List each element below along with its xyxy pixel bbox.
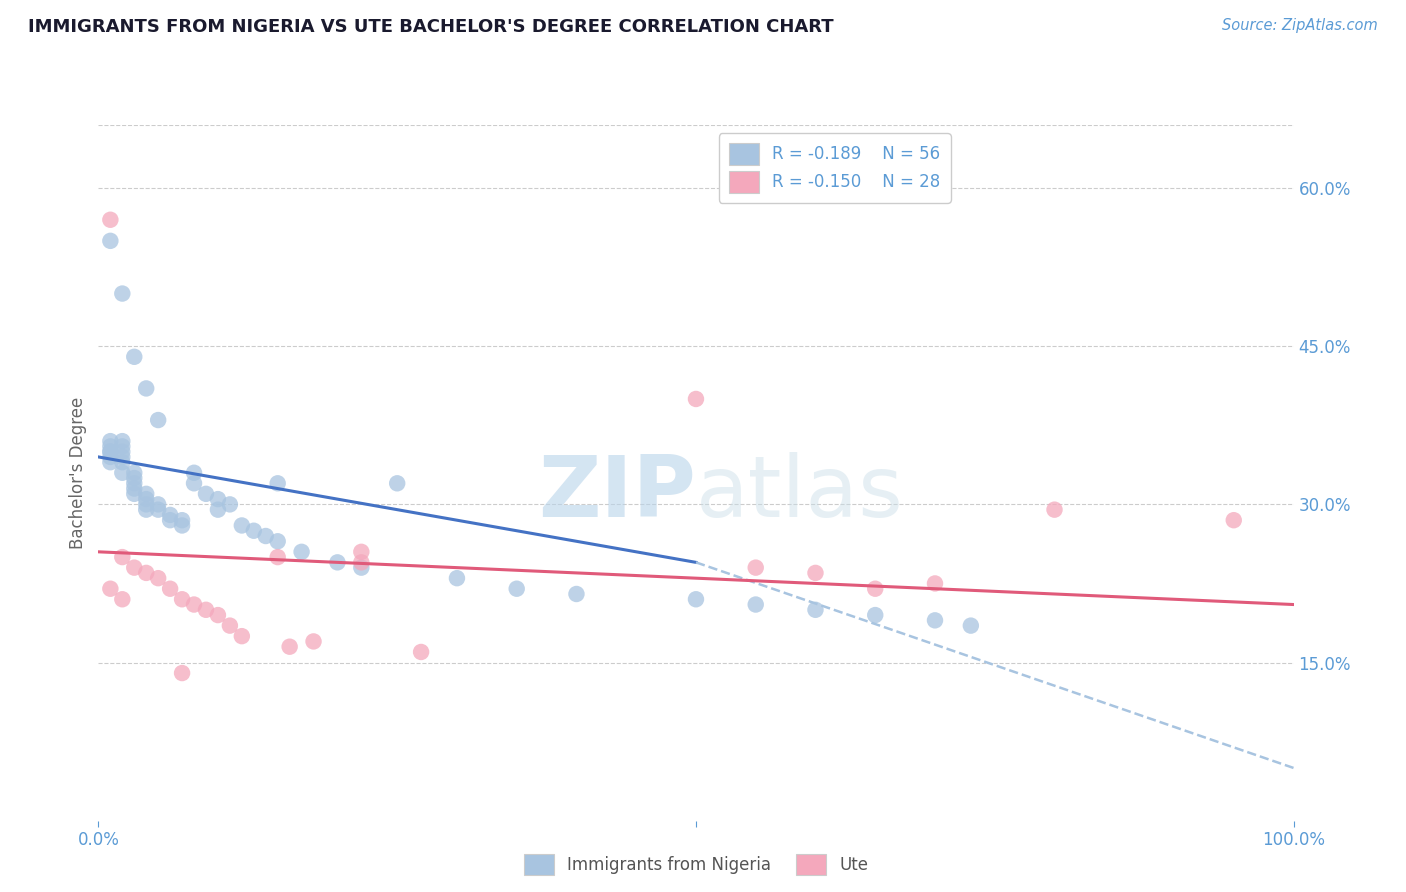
Point	[172, 518, 194, 533]
Point	[183, 476, 205, 491]
Point	[172, 592, 194, 607]
Legend: Immigrants from Nigeria, Ute: Immigrants from Nigeria, Ute	[517, 847, 875, 882]
Point	[98, 455, 122, 469]
Point	[148, 502, 170, 516]
Point	[243, 524, 266, 538]
Point	[98, 444, 122, 458]
Point	[172, 666, 194, 681]
Text: ZIP: ZIP	[538, 452, 696, 535]
Point	[111, 466, 134, 480]
Point	[172, 513, 194, 527]
Point	[1222, 513, 1246, 527]
Point	[291, 545, 314, 559]
Point	[111, 434, 134, 449]
Point	[267, 534, 290, 549]
Point	[124, 471, 146, 485]
Text: IMMIGRANTS FROM NIGERIA VS UTE BACHELOR'S DEGREE CORRELATION CHART: IMMIGRANTS FROM NIGERIA VS UTE BACHELOR'…	[28, 18, 834, 36]
Point	[159, 513, 181, 527]
Point	[326, 555, 349, 569]
Point	[207, 502, 229, 516]
Point	[219, 497, 242, 511]
Point	[804, 566, 827, 580]
Y-axis label: Bachelor's Degree: Bachelor's Degree	[69, 397, 87, 549]
Text: Source: ZipAtlas.com: Source: ZipAtlas.com	[1222, 18, 1378, 33]
Point	[159, 508, 181, 522]
Point	[565, 587, 588, 601]
Point	[111, 444, 134, 458]
Point	[124, 560, 146, 574]
Point	[924, 576, 946, 591]
Point	[231, 518, 253, 533]
Point	[135, 566, 157, 580]
Point	[411, 645, 433, 659]
Point	[111, 286, 134, 301]
Point	[98, 212, 122, 227]
Point	[278, 640, 301, 654]
Point	[135, 502, 157, 516]
Point	[207, 492, 229, 507]
Point	[267, 550, 290, 565]
Point	[924, 613, 946, 627]
Point	[183, 598, 205, 612]
Point	[267, 476, 290, 491]
Point	[350, 555, 373, 569]
Point	[148, 497, 170, 511]
Point	[148, 413, 170, 427]
Point	[685, 392, 707, 406]
Point	[98, 444, 122, 458]
Text: atlas: atlas	[696, 452, 904, 535]
Point	[98, 234, 122, 248]
Point	[111, 550, 134, 565]
Point	[159, 582, 181, 596]
Point	[148, 571, 170, 585]
Point	[231, 629, 253, 643]
Point	[745, 598, 768, 612]
Point	[124, 350, 146, 364]
Point	[745, 560, 768, 574]
Point	[111, 439, 134, 453]
Point	[124, 476, 146, 491]
Point	[194, 487, 218, 501]
Point	[350, 545, 373, 559]
Point	[506, 582, 529, 596]
Point	[863, 582, 887, 596]
Point	[98, 450, 122, 464]
Point	[194, 603, 218, 617]
Point	[111, 455, 134, 469]
Point	[124, 482, 146, 496]
Point	[804, 603, 827, 617]
Point	[207, 608, 229, 623]
Point	[685, 592, 707, 607]
Point	[183, 466, 205, 480]
Point	[111, 592, 134, 607]
Point	[254, 529, 277, 543]
Point	[219, 618, 242, 632]
Point	[302, 634, 325, 648]
Point	[135, 492, 157, 507]
Point	[98, 439, 122, 453]
Point	[350, 560, 373, 574]
Point	[1043, 502, 1066, 516]
Point	[446, 571, 468, 585]
Point	[111, 450, 134, 464]
Point	[135, 487, 157, 501]
Point	[385, 476, 409, 491]
Point	[135, 381, 157, 395]
Point	[863, 608, 887, 623]
Point	[959, 618, 981, 632]
Point	[135, 497, 157, 511]
Point	[98, 434, 122, 449]
Point	[124, 466, 146, 480]
Point	[98, 582, 122, 596]
Point	[124, 487, 146, 501]
